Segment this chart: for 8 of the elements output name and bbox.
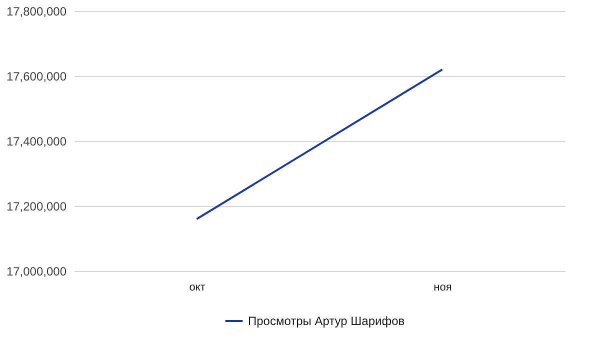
- y-tick-label: 17,000,000: [6, 264, 67, 278]
- legend-label: Просмотры Артур Шарифов: [248, 314, 405, 328]
- y-tick-label: 17,400,000: [6, 134, 67, 148]
- y-tick-label: 17,200,000: [6, 200, 67, 214]
- x-tick-label: ноя: [434, 282, 452, 294]
- y-tick-label: 17,800,000: [6, 4, 67, 18]
- x-tick-label: окт: [189, 282, 206, 294]
- y-tick-label: 17,600,000: [6, 70, 67, 84]
